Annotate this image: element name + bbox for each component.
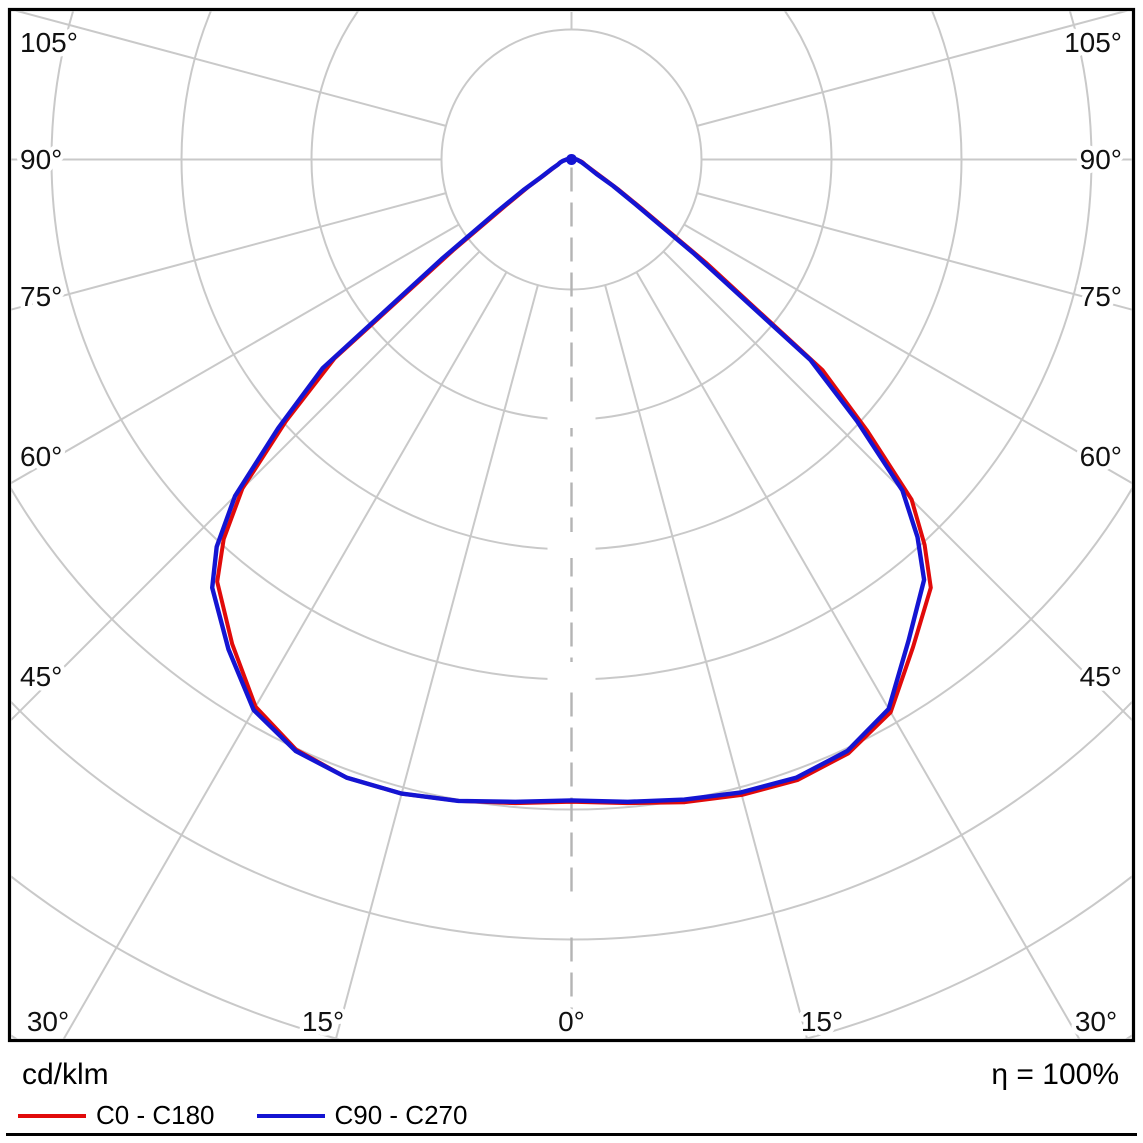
unit-label: cd/klm bbox=[22, 1058, 109, 1091]
grid-radial-line bbox=[683, 223, 1132, 484]
angle-label-bottom-30-left: 30° bbox=[27, 1006, 69, 1037]
grid-radial-line bbox=[334, 284, 539, 1039]
grid-radial-line bbox=[696, 192, 1132, 311]
angle-label-bottom-0: 0° bbox=[558, 1006, 585, 1037]
grid-radial-line bbox=[11, 250, 481, 721]
angle-label-left-45: 45° bbox=[20, 661, 62, 692]
grid-radial-line bbox=[696, 11, 1128, 127]
grid-radial-line bbox=[11, 192, 447, 311]
polar-chart: 105° 90° 75° 60° 45° 105° 90° 75° 60° 45… bbox=[7, 7, 1136, 1043]
intensity-curves bbox=[210, 154, 933, 806]
angle-label-left-105: 105° bbox=[20, 27, 78, 58]
angle-labels: 105° 90° 75° 60° 45° 105° 90° 75° 60° 45… bbox=[16, 23, 1127, 1042]
radial-tick-box bbox=[547, 902, 596, 928]
angle-label-right-60: 60° bbox=[1080, 441, 1122, 472]
angle-label-right-45: 45° bbox=[1080, 661, 1122, 692]
legend-series-row: C0 - C180 C90 - C270 bbox=[18, 1100, 467, 1131]
radial-tick-box bbox=[547, 662, 596, 688]
plot-border bbox=[7, 7, 1136, 1043]
angle-label-bottom-15-right: 15° bbox=[801, 1006, 843, 1037]
grid-circle bbox=[50, 11, 1093, 681]
grid-radial-line bbox=[15, 11, 447, 127]
origin-dot bbox=[566, 154, 577, 165]
curve-c0-c180 bbox=[215, 157, 933, 806]
angle-label-right-75: 75° bbox=[1080, 281, 1122, 312]
angle-label-bottom-15-left: 15° bbox=[302, 1006, 344, 1037]
radial-tick-box bbox=[547, 402, 596, 428]
efficiency-label: η = 100% bbox=[991, 1058, 1119, 1091]
c90-c270-label: C90 - C270 bbox=[334, 1100, 468, 1130]
angle-label-right-90: 90° bbox=[1080, 144, 1122, 175]
angle-label-right-105: 105° bbox=[1064, 27, 1122, 58]
angle-label-left-75: 75° bbox=[20, 281, 62, 312]
angle-label-bottom-30-right: 30° bbox=[1075, 1006, 1117, 1037]
angle-label-left-60: 60° bbox=[20, 441, 62, 472]
grid-radial-line bbox=[11, 223, 460, 484]
curve-c90-c270 bbox=[210, 157, 927, 804]
grid-radial-line bbox=[635, 271, 1081, 1039]
grid-radial-line bbox=[62, 271, 508, 1039]
radial-tick-box bbox=[547, 532, 596, 558]
c90-c270-line-swatch bbox=[256, 1113, 325, 1118]
c0-c180-label: C0 - C180 bbox=[96, 1100, 215, 1130]
grid-radial-line bbox=[604, 284, 809, 1039]
angle-label-left-90: 90° bbox=[20, 144, 62, 175]
vertical-axis bbox=[547, 12, 596, 1037]
c0-c180-line-swatch bbox=[18, 1113, 86, 1118]
bottom-divider bbox=[6, 1133, 1137, 1136]
grid-radial-line bbox=[662, 250, 1132, 721]
